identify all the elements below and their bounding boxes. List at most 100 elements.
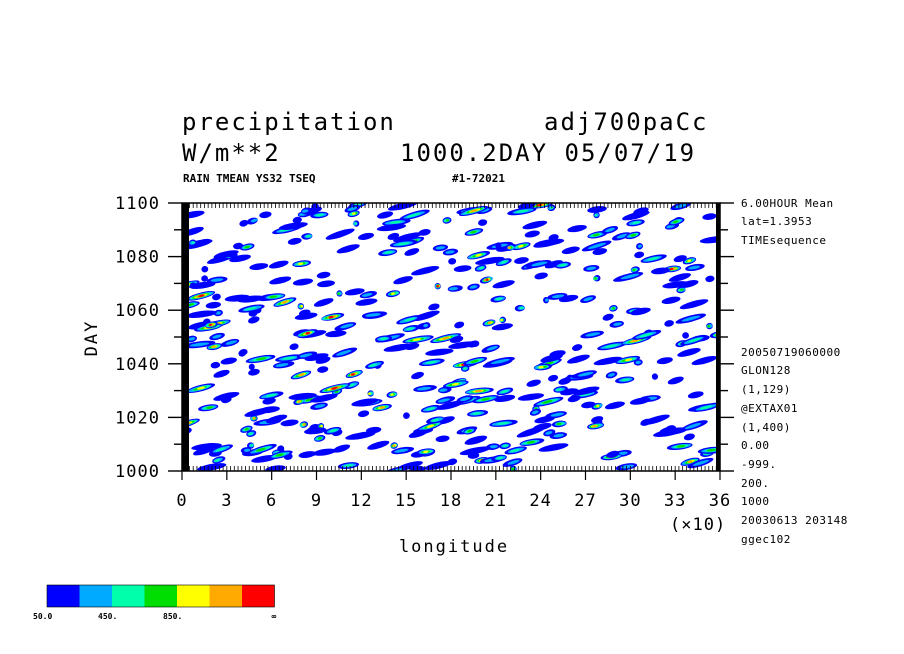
contour-level-1 <box>586 266 597 271</box>
contour-level-0 <box>189 282 197 289</box>
precip-cell <box>425 348 454 356</box>
precip-cell <box>682 257 697 265</box>
left-edge-bar <box>182 203 189 471</box>
contour-level-4 <box>390 393 394 396</box>
contour-level-0 <box>573 386 600 396</box>
contour-level-1 <box>189 342 210 347</box>
precip-cell <box>673 255 687 263</box>
contour-level-1 <box>583 296 594 302</box>
contour-level-0 <box>524 230 540 238</box>
precip-cell <box>344 288 365 296</box>
contour-level-0 <box>357 410 370 418</box>
precip-cell <box>489 419 518 427</box>
contour-level-0 <box>572 344 583 352</box>
precip-cell <box>310 402 328 410</box>
precip-cell <box>386 391 398 398</box>
precip-cell <box>496 387 514 396</box>
precip-cell <box>683 433 695 441</box>
contour-level-6 <box>328 315 334 319</box>
contour-level-2 <box>500 260 508 264</box>
precip-cell <box>336 290 343 297</box>
contour-level-1 <box>604 227 615 233</box>
precip-cell <box>367 440 390 450</box>
contour-level-2 <box>472 412 482 415</box>
contour-level-0 <box>244 407 272 417</box>
precip-cell <box>464 228 484 236</box>
precip-cell <box>668 273 691 282</box>
contour-level-0 <box>249 263 269 271</box>
contour-level-0 <box>259 211 272 219</box>
precip-cell <box>656 357 673 365</box>
legend-swatch <box>47 585 80 607</box>
precip-cell <box>532 422 552 431</box>
contour-level-0 <box>492 280 515 289</box>
precip-cell <box>428 303 440 311</box>
precip-cell <box>511 242 531 251</box>
precip-cell <box>593 275 601 282</box>
precip-cell <box>605 371 618 379</box>
precip-cell <box>606 450 620 458</box>
precip-cell <box>580 330 604 339</box>
precip-cell <box>524 230 540 238</box>
contour-level-0 <box>633 207 649 215</box>
contour-level-2 <box>250 444 254 447</box>
contour-level-0 <box>651 373 659 380</box>
contour-level-0 <box>567 354 590 364</box>
contour-level-0 <box>213 369 230 378</box>
contour-level-2 <box>632 221 641 225</box>
precip-cell <box>376 223 407 232</box>
precip-cell <box>666 442 693 451</box>
contour-level-0 <box>514 257 529 264</box>
precip-cell <box>352 220 360 227</box>
units-label: W/m**2 <box>182 139 281 167</box>
contour-level-0 <box>248 316 260 324</box>
contour-level-2 <box>379 337 388 341</box>
precip-cell <box>475 256 505 265</box>
contour-level-0 <box>205 301 222 309</box>
contour-level-2 <box>699 405 713 410</box>
precip-cell <box>514 304 525 312</box>
precip-cell <box>189 282 197 289</box>
contour-level-0 <box>393 232 422 243</box>
precip-cell <box>472 395 500 404</box>
contour-level-0 <box>277 445 285 452</box>
x-tick-label: 21 <box>485 491 507 511</box>
x-tick-label: 30 <box>619 491 641 511</box>
contour-level-0 <box>325 228 355 240</box>
precip-cell <box>467 251 491 260</box>
contour-level-2 <box>215 447 226 452</box>
precip-cell <box>601 226 619 234</box>
contour-level-3 <box>337 292 340 295</box>
legend-frame <box>46 584 275 608</box>
contour-level-0 <box>228 251 238 258</box>
precip-cell <box>593 356 623 366</box>
contour-level-0 <box>544 260 563 269</box>
contour-level-6 <box>669 267 674 271</box>
contour-level-4 <box>596 404 600 408</box>
contour-level-1 <box>340 323 354 329</box>
precip-cell <box>491 454 507 462</box>
contour-level-6 <box>331 386 338 390</box>
precip-cell <box>602 313 614 321</box>
precip-cell <box>558 294 579 303</box>
precip-cell <box>682 332 689 339</box>
legend-label: ∞ <box>272 612 277 621</box>
contour-level-2 <box>688 337 701 343</box>
contour-level-6 <box>198 294 205 298</box>
subtitle-range: #1-72021 <box>452 172 505 185</box>
precip-cell <box>494 394 516 402</box>
contour-level-2 <box>315 213 324 217</box>
contour-level-2 <box>519 306 524 310</box>
precip-cell <box>357 410 370 418</box>
contour-level-0 <box>298 451 317 458</box>
legend-swatch <box>177 585 210 607</box>
precip-cell <box>361 311 388 319</box>
contour-level-1 <box>361 292 373 297</box>
precip-cell <box>372 403 392 412</box>
contour-level-1 <box>545 298 549 302</box>
contour-level-1 <box>486 345 498 351</box>
contour-level-4 <box>475 253 482 257</box>
precip-cell <box>183 340 216 349</box>
contour-level-0 <box>411 371 424 380</box>
contour-level-1 <box>301 209 309 213</box>
